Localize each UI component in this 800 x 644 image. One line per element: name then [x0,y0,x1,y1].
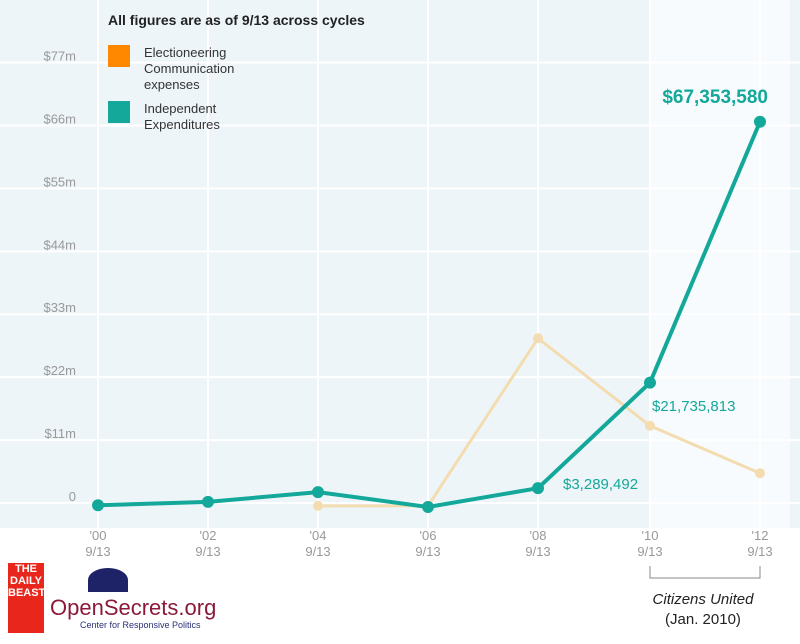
data-point [755,468,765,479]
citizens-united-bracket [649,566,761,579]
legend-item-independent: Independent Expenditures [108,101,365,133]
data-point [645,420,655,431]
data-label: $3,289,492 [563,476,638,493]
x-tick-label: 9/13 [195,544,220,559]
legend-item-electioneering: Electioneering Communication expenses [108,45,365,93]
legend: All figures are as of 9/13 across cycles… [108,12,365,141]
y-tick-label: $11m [44,426,76,441]
data-point [754,115,766,128]
citizens-united-highlight [650,0,790,528]
x-tick-label: '04 [310,528,327,543]
data-point [533,333,543,344]
x-tick-label: 9/13 [525,544,550,559]
y-tick-label: $55m [43,174,76,189]
x-tick-label: '08 [530,528,547,543]
daily-beast-logo: THE DAILY BEAST [8,563,45,633]
x-tick-label: '00 [90,528,107,543]
y-tick-label: $33m [43,300,76,315]
y-tick-label: $66m [43,111,76,126]
citizens-united-annotation: Citizens United (Jan. 2010) [652,591,754,628]
data-label: $67,353,580 [662,87,768,108]
data-label: $21,735,813 [652,398,735,415]
x-tick-label: '12 [752,528,769,543]
x-tick-label: 9/13 [747,544,772,559]
x-tick-label: '10 [642,528,659,543]
y-tick-label: 0 [69,489,76,504]
data-point [313,500,323,511]
x-tick-label: '06 [420,528,437,543]
y-tick-label: $77m [43,49,76,64]
chart-title: All figures are as of 9/13 across cycles [108,12,365,28]
data-point [422,501,434,513]
x-tick-label: 9/13 [637,544,662,559]
data-point [202,495,214,508]
y-tick-label: $22m [43,363,76,378]
y-tick-label: $44m [43,237,76,252]
x-tick-label: 9/13 [305,544,330,559]
x-tick-label: 9/13 [85,544,110,559]
x-tick-label: '02 [200,528,217,543]
opensecrets-logo: OpenSecrets.org [50,595,217,620]
opensecrets-subtitle: Center for Responsive Politics [80,620,201,630]
data-point [312,486,324,499]
data-point [532,482,544,495]
data-point [644,376,656,389]
data-point [92,499,104,512]
opensecrets-eye-logo [88,568,128,592]
x-tick-label: 9/13 [415,544,440,559]
